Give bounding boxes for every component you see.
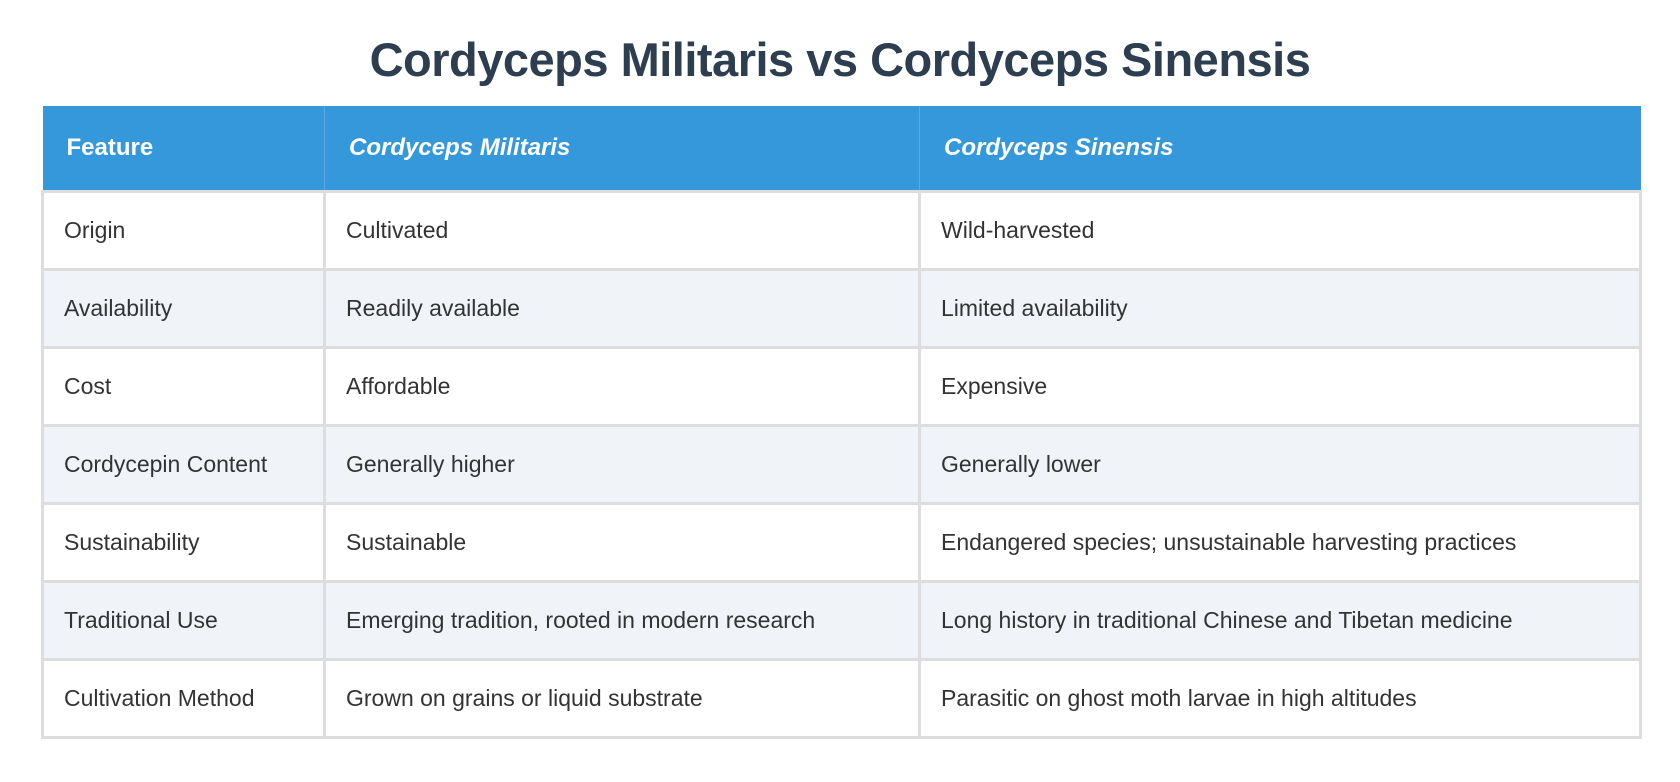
militaris-cell: Cultivated — [323, 189, 921, 271]
feature-cell: Cultivation Method — [41, 657, 326, 739]
sinensis-cell: Expensive — [918, 345, 1642, 427]
header-row: Feature Cordyceps Militaris Cordyceps Si… — [42, 106, 1641, 191]
feature-cell: Cordycepin Content — [41, 423, 326, 505]
feature-cell: Availability — [41, 267, 326, 349]
table-row: Cost Affordable Expensive — [41, 345, 1642, 427]
sinensis-cell: Long history in traditional Chinese and … — [918, 579, 1642, 661]
table-header: Feature Cordyceps Militaris Cordyceps Si… — [42, 106, 1641, 191]
table-row: Cultivation Method Grown on grains or li… — [41, 657, 1642, 739]
header-feature: Feature — [42, 106, 325, 191]
militaris-cell: Affordable — [323, 345, 921, 427]
feature-cell: Origin — [41, 189, 326, 271]
feature-cell: Traditional Use — [41, 579, 326, 661]
table-body: Origin Cultivated Wild-harvested Availab… — [41, 189, 1642, 739]
militaris-cell: Emerging tradition, rooted in modern res… — [323, 579, 921, 661]
header-cordyceps-militaris: Cordyceps Militaris — [324, 106, 920, 191]
sinensis-cell: Wild-harvested — [918, 189, 1642, 271]
militaris-cell: Generally higher — [323, 423, 921, 505]
comparison-table: Feature Cordyceps Militaris Cordyceps Si… — [41, 106, 1642, 739]
feature-cell: Sustainability — [41, 501, 326, 583]
page-title: Cordyceps Militaris vs Cordyceps Sinensi… — [369, 33, 1311, 86]
feature-cell: Cost — [41, 345, 326, 427]
sinensis-cell: Limited availability — [918, 267, 1642, 349]
comparison-table-container: Feature Cordyceps Militaris Cordyceps Si… — [41, 106, 1642, 739]
militaris-cell: Readily available — [323, 267, 921, 349]
table-row: Cordycepin Content Generally higher Gene… — [41, 423, 1642, 505]
table-row: Availability Readily available Limited a… — [41, 267, 1642, 349]
table-row: Sustainability Sustainable Endangered sp… — [41, 501, 1642, 583]
sinensis-cell: Endangered species; unsustainable harves… — [918, 501, 1642, 583]
sinensis-cell: Generally lower — [918, 423, 1642, 505]
militaris-cell: Grown on grains or liquid substrate — [323, 657, 921, 739]
header-cordyceps-sinensis: Cordyceps Sinensis — [919, 106, 1641, 191]
militaris-cell: Sustainable — [323, 501, 921, 583]
table-row: Traditional Use Emerging tradition, root… — [41, 579, 1642, 661]
table-row: Origin Cultivated Wild-harvested — [41, 189, 1642, 271]
sinensis-cell: Parasitic on ghost moth larvae in high a… — [918, 657, 1642, 739]
